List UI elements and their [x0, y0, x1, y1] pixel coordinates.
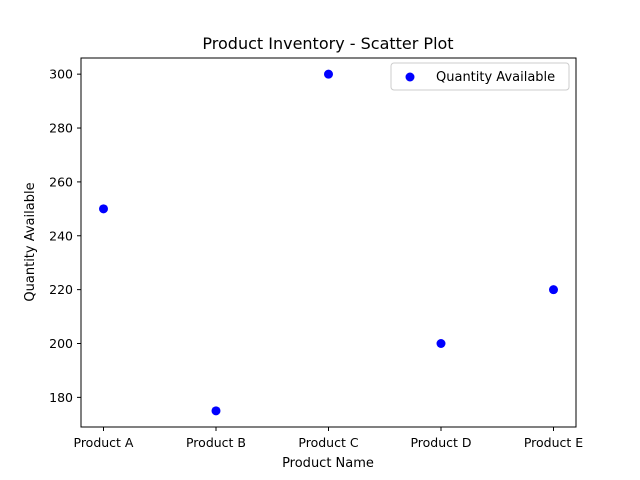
data-point [436, 339, 446, 349]
y-tick-label: 240 [49, 228, 73, 243]
x-tick-label: Product D [410, 435, 471, 450]
x-tick-label: Product E [524, 435, 583, 450]
legend-box [390, 62, 570, 91]
data-point [324, 69, 333, 79]
chart-title: Product Inventory - Scatter Plot [202, 34, 453, 53]
legend-label: Quantity Available [436, 70, 555, 85]
legend: Quantity Available [390, 62, 570, 91]
y-tick-label: 280 [49, 121, 73, 136]
y-tick-label: 220 [49, 282, 73, 297]
data-point [99, 204, 108, 214]
legend-marker [405, 72, 415, 82]
x-axis-label: Product Name [282, 456, 374, 471]
y-tick-label: 180 [49, 390, 73, 405]
y-axis-label: Quantity Available [23, 182, 38, 301]
plot-area: Product A Product B Product C Product D Prod… [49, 57, 583, 450]
x-tick-label: Product A [74, 435, 134, 450]
y-tick-label: 300 [49, 67, 73, 82]
y-tick-label: 200 [49, 336, 73, 351]
x-tick-label: Product C [298, 435, 358, 450]
y-tick-label: 260 [49, 174, 73, 189]
axes-frame [80, 57, 577, 428]
data-point [549, 285, 558, 295]
x-tick-label: Product B [186, 435, 246, 450]
data-point [211, 406, 221, 416]
